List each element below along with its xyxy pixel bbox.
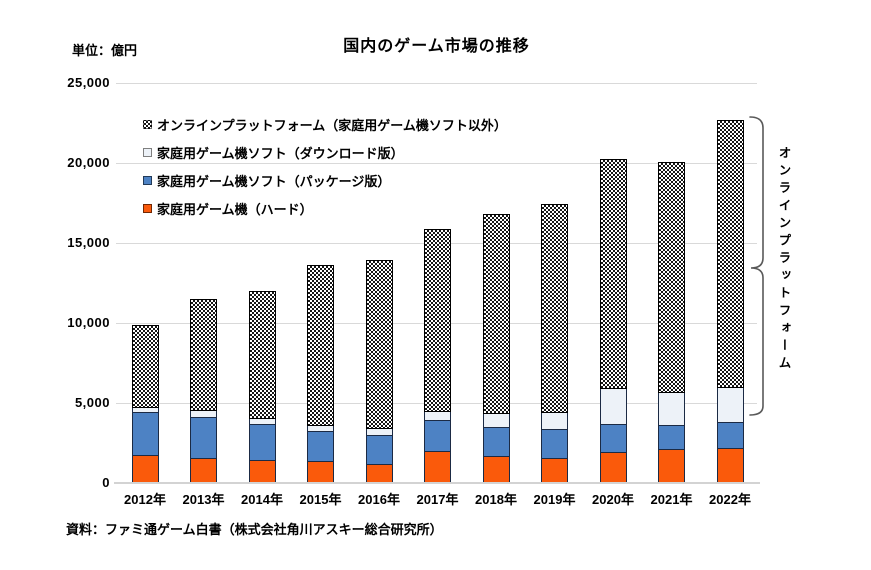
bar-segment-2019年-series3 [541,203,568,414]
bar-2015年 [307,264,334,483]
bar-2017年 [424,229,451,483]
bar-segment-2012年-series2 [131,407,159,413]
bar-segment-2014年-series1 [248,424,276,461]
bar-segment-2019年-series2 [541,413,568,431]
bar-segment-2021年-series3 [658,162,685,393]
x-tick-label: 2016年 [358,492,400,507]
bar-segment-2022年-series3 [716,119,744,388]
white-swatch-icon [143,147,152,157]
y-tick-label: 25,000 [67,75,110,90]
x-tick-label: 2019年 [533,492,576,507]
bar-2020年 [599,159,627,483]
x-tick-label: 2014年 [241,492,283,507]
y-axis-labels: 0 5,000 10,000 15,000 20,000 25,000 [28,75,110,490]
bar-segment-2016年-series1 [365,435,393,465]
legend-label: 家庭用ゲーム機ソフト（パッケージ版） [157,173,391,189]
bar-2013年 [190,299,217,483]
legend-item-package-software: 家庭用ゲーム機ソフト（パッケージ版） [143,166,507,194]
bar-2012年 [131,325,159,483]
bar-segment-2021年-series2 [658,392,685,427]
x-tick-label: 2013年 [182,492,225,507]
bar-2022年 [716,119,744,483]
bar-segment-2015年-series2 [307,426,334,432]
x-tick-label: 2021年 [650,492,693,507]
legend-label: 家庭用ゲーム機ソフト（ダウンロード版） [157,145,404,161]
x-tick-label: 2012年 [124,492,166,507]
bar-segment-2018年-series1 [482,427,510,458]
bar-segment-2014年-series2 [248,419,276,425]
x-axis-line [114,482,760,484]
bar-segment-2019年-series1 [541,430,568,459]
brace-icon [749,116,764,416]
bar-segment-2022年-series2 [716,387,744,424]
bar-segment-2013年-series3 [190,299,217,412]
bar-segment-2020年-series2 [599,388,627,426]
y-tick-label: 15,000 [67,235,110,250]
y-tick-label: 0 [102,475,110,490]
legend: オンラインプラットフォーム（家庭用ゲーム機ソフト以外） 家庭用ゲーム機ソフト（ダ… [143,110,507,222]
bar-segment-2012年-series1 [131,412,159,456]
blue-swatch-icon [143,175,152,185]
bar-segment-2021年-series1 [658,426,685,451]
bar-2019年 [541,203,568,483]
bar-segment-2017年-series1 [424,420,451,452]
bar-segment-2013年-series2 [190,411,217,419]
legend-item-online-platform: オンラインプラットフォーム（家庭用ゲーム機ソフト以外） [143,110,507,138]
bar-segment-2013年-series0 [190,459,217,483]
legend-item-hardware: 家庭用ゲーム機（ハード） [143,194,507,222]
bar-segment-2014年-series3 [248,291,276,420]
bar-segment-2020年-series1 [599,425,627,454]
gridline [116,163,757,164]
legend-label: 家庭用ゲーム機（ハード） [157,201,313,217]
unit-label: 単位：億円 [72,43,138,58]
y-tick-label: 5,000 [74,395,110,410]
y-tick-label: 10,000 [67,315,110,330]
checker-swatch-icon [143,119,152,129]
x-axis-labels: 2012年 2013年 2014年 2015年 2016年 2017年 2018年 2019年… [116,489,796,507]
x-tick-label: 2020年 [592,492,634,507]
bar-segment-2013年-series1 [190,418,217,459]
bar-segment-2018年-series3 [482,214,510,415]
bar-segment-2012年-series3 [131,325,159,408]
bar-segment-2020年-series3 [599,159,627,389]
bar-segment-2016年-series3 [365,259,393,430]
x-tick-label: 2017年 [416,492,459,507]
source-note: 資料：ファミ通ゲーム白書（株式会社角川アスキー総合研究所） [66,522,443,537]
orange-swatch-icon [143,203,152,213]
bar-2021年 [658,162,685,483]
bar-segment-2022年-series0 [716,449,744,483]
bar-segment-2017年-series3 [424,229,451,412]
chart-title: 国内のゲーム市場の推移 [343,38,530,55]
bar-segment-2018年-series0 [482,457,510,483]
bar-segment-2021年-series0 [658,450,685,483]
bar-2016年 [365,259,393,483]
bar-2018年 [482,214,510,483]
bar-segment-2012年-series0 [131,455,159,483]
bar-segment-2015年-series3 [307,264,334,427]
x-tick-label: 2015年 [299,492,342,507]
bar-segment-2014年-series0 [248,460,276,483]
x-tick-label: 2022年 [709,492,751,507]
online-platform-annotation: オンラインプラットフォーム [776,146,791,374]
gridline [116,83,757,84]
legend-label: オンラインプラットフォーム（家庭用ゲーム機ソフト以外） [157,117,507,133]
bar-2014年 [248,291,276,483]
bar-segment-2018年-series2 [482,414,510,428]
bar-segment-2020年-series0 [599,453,627,483]
bar-segment-2015年-series1 [307,431,334,463]
bar-segment-2017年-series2 [424,411,451,421]
legend-item-download-software: 家庭用ゲーム機ソフト（ダウンロード版） [143,138,507,166]
bar-segment-2015年-series0 [307,462,334,483]
bar-segment-2019年-series0 [541,459,568,483]
plot-area [116,83,757,483]
bar-segment-2016年-series2 [365,429,393,436]
y-tick-label: 20,000 [67,155,110,170]
bar-segment-2017年-series0 [424,451,451,483]
x-tick-label: 2018年 [475,492,517,507]
bar-segment-2022年-series1 [716,423,744,450]
bar-segment-2016年-series0 [365,464,393,483]
